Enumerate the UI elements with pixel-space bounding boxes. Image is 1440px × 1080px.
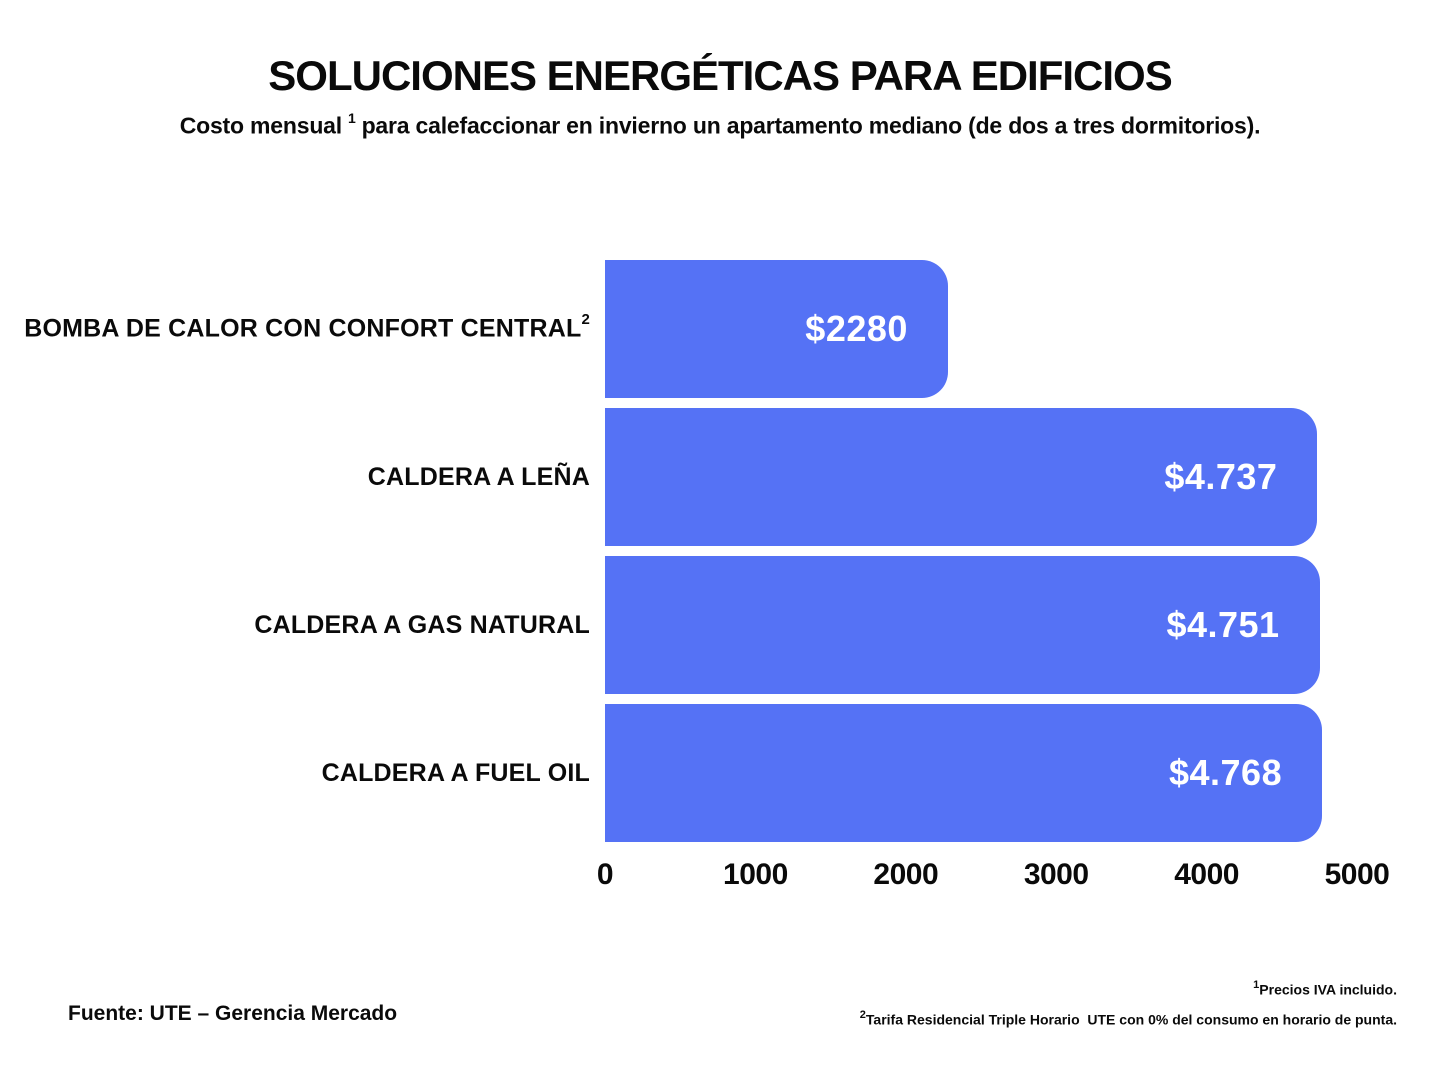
x-axis-tick-label: 4000 <box>1174 858 1239 891</box>
category-label: BOMBA DE CALOR CON CONFORT CENTRAL2 <box>24 311 590 343</box>
footnote-1: 1Precios IVA incluido. <box>860 977 1397 1000</box>
category-label: CALDERA A FUEL OIL <box>321 758 590 787</box>
x-axis-tick-label: 5000 <box>1324 858 1390 891</box>
footnote-1-text: Precios IVA incluido. <box>1259 981 1397 998</box>
category-label: CALDERA A GAS NATURAL <box>254 610 590 639</box>
page-title: SOLUCIONES ENERGÉTICAS PARA EDIFICIOS <box>268 52 1172 99</box>
chart-rows: BOMBA DE CALOR CON CONFORT CENTRAL2 $2280… <box>0 260 1440 842</box>
x-axis-tick-label: 0 <box>596 858 614 891</box>
x-axis-tick-label: 1000 <box>723 858 788 891</box>
footnote-1-superscript: 1 <box>1253 979 1260 991</box>
x-axis: 0 1000 2000 3000 4000 5000 <box>597 852 1390 898</box>
footnote-2-text: Tarifa Residencial Triple Horario UTE co… <box>865 1011 1397 1028</box>
bar-value-label: $4.768 <box>1168 752 1283 793</box>
footnote-2: 2Tarifa Residencial Triple Horario UTE c… <box>860 1007 1397 1030</box>
subtitle-text-pre: Costo mensual <box>179 112 342 139</box>
bar-value-label: $4.751 <box>1166 604 1280 645</box>
bar: $4.751 <box>605 556 1320 694</box>
category-superscript: 2 <box>581 311 590 329</box>
chart-row: BOMBA DE CALOR CON CONFORT CENTRAL2 $2280 <box>0 260 1440 398</box>
subtitle-text-post: para calefaccionar en invierno un aparta… <box>361 112 1261 139</box>
bar-track: $4.768 <box>605 704 1357 842</box>
chart-row: CALDERA A GAS NATURAL $4.751 <box>0 556 1440 694</box>
category-label: CALDERA A LEÑA <box>367 462 590 491</box>
source-text: Fuente: UTE – Gerencia Mercado <box>68 1002 398 1025</box>
bar-track: $4.751 <box>605 556 1357 694</box>
bar-value-label: $4.737 <box>1164 456 1278 497</box>
bar: $4.768 <box>605 704 1323 842</box>
bar-track: $2280 <box>605 260 1357 398</box>
bar-value-label: $2280 <box>805 308 908 349</box>
subtitle: Costo mensual 1 para calefaccionar en invi… <box>0 110 1440 140</box>
x-axis-tick-label: 2000 <box>873 858 939 891</box>
bar-chart: BOMBA DE CALOR CON CONFORT CENTRAL2 $2280… <box>0 260 1440 898</box>
bar: $2280 <box>605 260 948 398</box>
bar-track: $4.737 <box>605 408 1357 546</box>
footnote-2-superscript: 2 <box>859 1008 866 1021</box>
x-axis-tick-label: 3000 <box>1023 858 1089 891</box>
chart-row: CALDERA A LEÑA $4.737 <box>0 408 1440 546</box>
bar: $4.737 <box>605 408 1318 546</box>
footnotes: 1Precios IVA incluido. 2Tarifa Residenci… <box>860 977 1397 1036</box>
subtitle-superscript: 1 <box>347 110 356 126</box>
chart-row: CALDERA A FUEL OIL $4.768 <box>0 704 1440 842</box>
